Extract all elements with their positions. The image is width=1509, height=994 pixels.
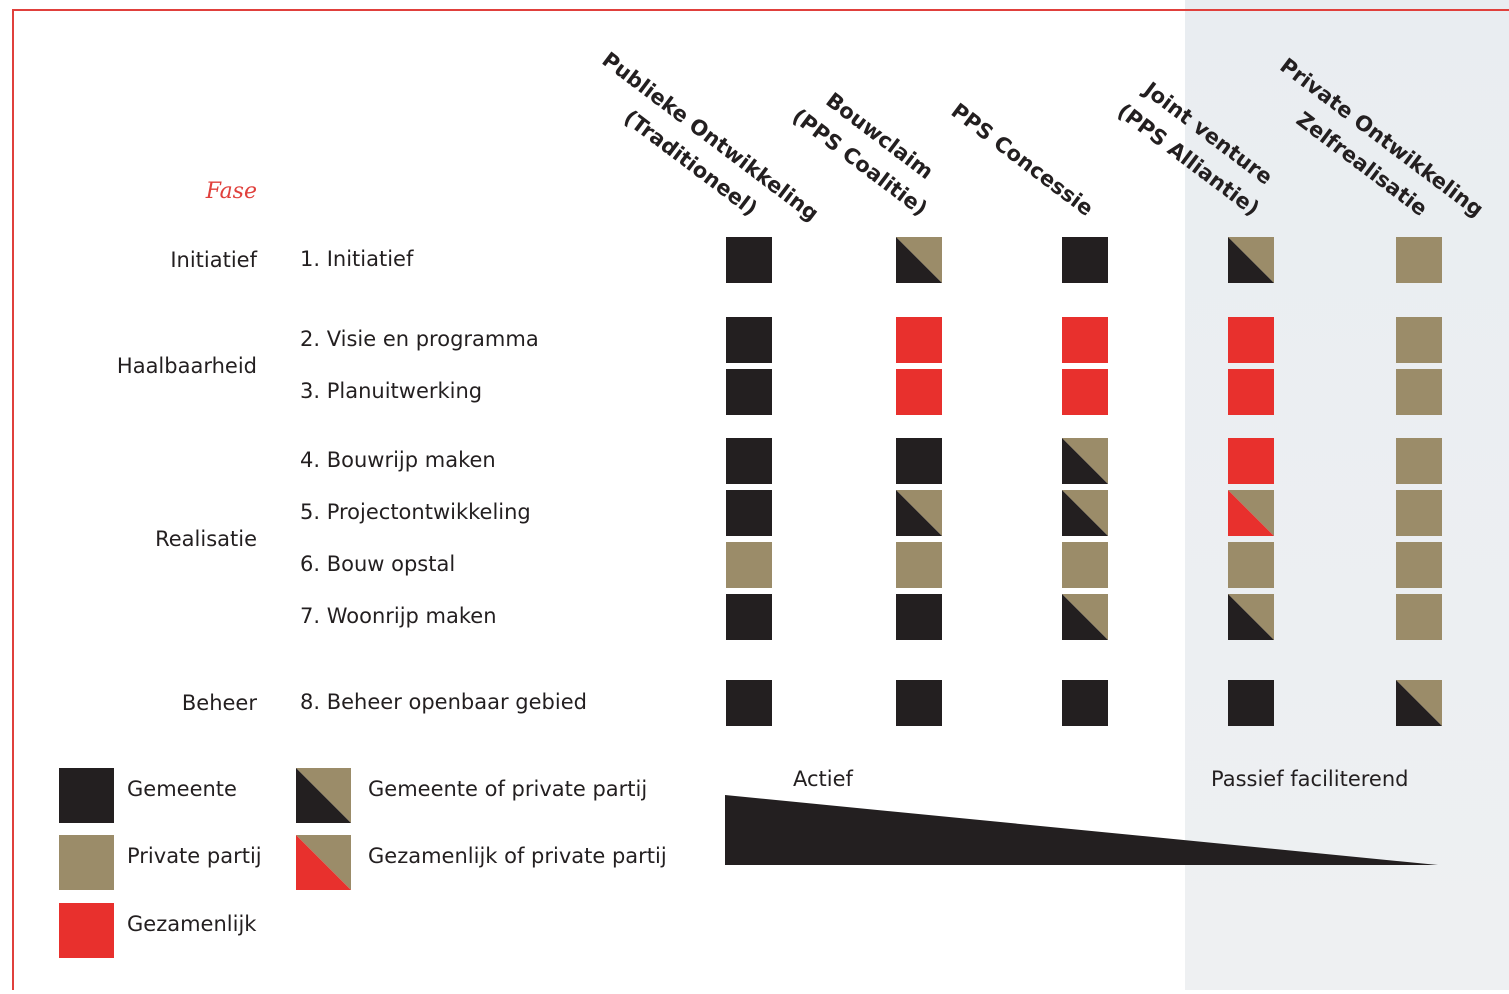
cell — [1396, 369, 1442, 415]
cell — [1396, 237, 1442, 283]
cell — [1228, 542, 1274, 588]
cell-lower — [896, 237, 942, 283]
cell — [1396, 490, 1442, 536]
cell — [726, 369, 772, 415]
step-label: 7. Woonrijp maken — [300, 604, 497, 628]
step-label: 8. Beheer openbaar gebied — [300, 690, 587, 714]
step-label: 2. Visie en programma — [300, 327, 539, 351]
cell — [1228, 680, 1274, 726]
cell — [1062, 680, 1108, 726]
scale-right: Passief faciliterend — [1211, 767, 1409, 791]
legend-label: Private partij — [127, 844, 262, 868]
cell — [1228, 317, 1274, 363]
cell — [726, 490, 772, 536]
cell — [896, 594, 942, 640]
cell-lower — [1396, 680, 1442, 726]
scale-left: Actief — [793, 767, 854, 791]
step-label: 6. Bouw opstal — [300, 552, 455, 576]
cell-lower — [1228, 237, 1274, 283]
cell — [726, 438, 772, 484]
cell — [896, 369, 942, 415]
cell-lower — [1228, 490, 1274, 536]
cell — [1062, 369, 1108, 415]
legend-swatch — [59, 835, 114, 890]
cell-lower — [1062, 594, 1108, 640]
legend-swatch — [59, 903, 114, 958]
step-label: 4. Bouwrijp maken — [300, 448, 496, 472]
frame — [12, 9, 1509, 990]
cell — [896, 542, 942, 588]
cell-lower — [1062, 438, 1108, 484]
fase-header: Fase — [205, 179, 257, 204]
cell — [726, 542, 772, 588]
legend-label: Gezamenlijk of private partij — [368, 844, 667, 868]
column-header: PPS Concessie — [947, 99, 1098, 221]
cell — [726, 317, 772, 363]
cell — [1228, 369, 1274, 415]
phase-label: Beheer — [182, 691, 257, 715]
cell — [1396, 542, 1442, 588]
cell — [1396, 594, 1442, 640]
cell-lower — [1228, 594, 1274, 640]
cell — [1062, 237, 1108, 283]
legend-label: Gezamenlijk — [127, 912, 257, 936]
cell — [896, 317, 942, 363]
cell — [1062, 542, 1108, 588]
phase-label: Initiatief — [170, 248, 257, 272]
cell — [1396, 438, 1442, 484]
legend-swatch — [59, 768, 114, 823]
step-label: 1. Initiatief — [300, 247, 414, 271]
step-label: 5. Projectontwikkeling — [300, 500, 531, 524]
cell — [1396, 317, 1442, 363]
phase-label: Haalbaarheid — [117, 354, 257, 378]
legend-swatch-lower — [296, 768, 351, 823]
cell — [1228, 438, 1274, 484]
cell-lower — [1062, 490, 1108, 536]
legend-label: Gemeente — [127, 777, 237, 801]
legend-swatch-lower — [296, 835, 351, 890]
cell — [726, 237, 772, 283]
cell — [896, 438, 942, 484]
cell — [1062, 317, 1108, 363]
cell — [726, 594, 772, 640]
step-label: 3. Planuitwerking — [300, 379, 482, 403]
cell — [896, 680, 942, 726]
column-header: Publieke Ontwikkeling — [598, 47, 824, 225]
cell — [726, 680, 772, 726]
scale-wedge — [725, 795, 1438, 865]
cell-lower — [896, 490, 942, 536]
phase-label: Realisatie — [155, 527, 257, 551]
legend-label: Gemeente of private partij — [368, 777, 647, 801]
